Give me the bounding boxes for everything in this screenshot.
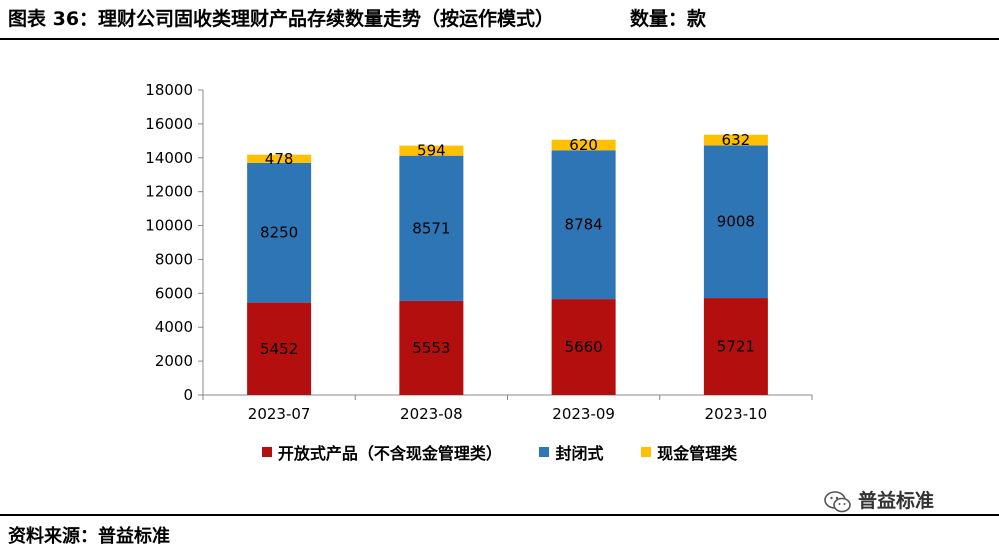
legend-item-closed: 封闭式 [539,440,604,464]
y-tick-label: 8000 [155,250,193,268]
y-tick-label: 10000 [145,217,193,235]
bar-open [703,298,768,395]
chart-axes: 0 2000 4000 6000 8000 10000 12000 14000 16000 180… [145,81,813,423]
y-tick-label: 18000 [145,81,193,99]
header: 图表 36：理财公司固收类理财产品存续数量走势（按运作模式） 数量：款 [0,0,999,40]
watermark: 普益标准 [824,486,934,513]
source-note: 资料来源：普益标准 [8,526,170,547]
legend-swatch-closed [539,447,550,457]
bar-cash [551,139,616,151]
legend-item-open: 开放式产品（不含现金管理类） [261,440,502,464]
x-tick-label: 2023-10 [705,405,768,423]
legend-label-open: 开放式产品（不含现金管理类） [277,444,502,463]
y-tick-label: 12000 [145,183,193,201]
x-tick-label: 2023-08 [400,405,463,423]
y-tick-label: 16000 [145,115,193,133]
unit-label: 数量：款 [630,8,707,30]
data-label-open: 5660 [565,338,603,356]
legend-label-closed: 封闭式 [555,444,604,463]
bar-cash [703,134,768,146]
bar-open [247,302,312,395]
bar-closed [247,162,312,303]
wechat-icon [824,490,851,512]
bar-cash [247,154,312,163]
watermark-text: 普益标准 [858,490,935,512]
stacked-bar-chart: 0 2000 4000 6000 8000 10000 12000 14000 16000 180… [145,81,813,423]
data-label-cash: 594 [417,142,446,160]
bar-closed [703,145,768,299]
data-label-open: 5721 [717,338,755,356]
data-label-closed: 8250 [260,224,298,242]
data-label-cash: 620 [569,136,598,154]
legend-item-cash: 现金管理类 [641,440,737,464]
chart-data-labels: 5452 8250 478 5553 8571 594 5660 8784 620 5721 900… [260,131,755,358]
data-label-cash: 478 [265,150,294,168]
data-label-cash: 632 [722,131,751,149]
legend-label-cash: 现金管理类 [657,444,738,463]
bar-open [551,299,616,395]
y-tick-label: 0 [183,386,193,404]
bar-closed [399,155,464,301]
x-tick-label: 2023-07 [248,405,311,423]
bar-open [399,300,464,395]
data-label-open: 5452 [260,340,298,358]
y-tick-label: 14000 [145,149,193,167]
data-label-closed: 9008 [717,213,755,231]
footer: 资料来源：普益标准 [0,514,999,550]
y-tick-label: 2000 [155,352,193,370]
bar-cash [399,145,464,156]
chart-bars [247,134,768,395]
legend-swatch-cash [641,447,652,457]
legend: 开放式产品（不含现金管理类） 封闭式 现金管理类 [0,440,999,464]
chart-title: 图表 36：理财公司固收类理财产品存续数量走势（按运作模式） [8,8,555,30]
bar-closed [551,150,616,300]
legend-swatch-open [261,447,272,457]
y-tick-label: 4000 [155,318,193,336]
data-label-closed: 8571 [412,219,450,237]
y-tick-label: 6000 [155,284,193,302]
data-label-open: 5553 [412,339,450,357]
x-tick-label: 2023-09 [552,405,615,423]
data-label-closed: 8784 [565,216,603,234]
